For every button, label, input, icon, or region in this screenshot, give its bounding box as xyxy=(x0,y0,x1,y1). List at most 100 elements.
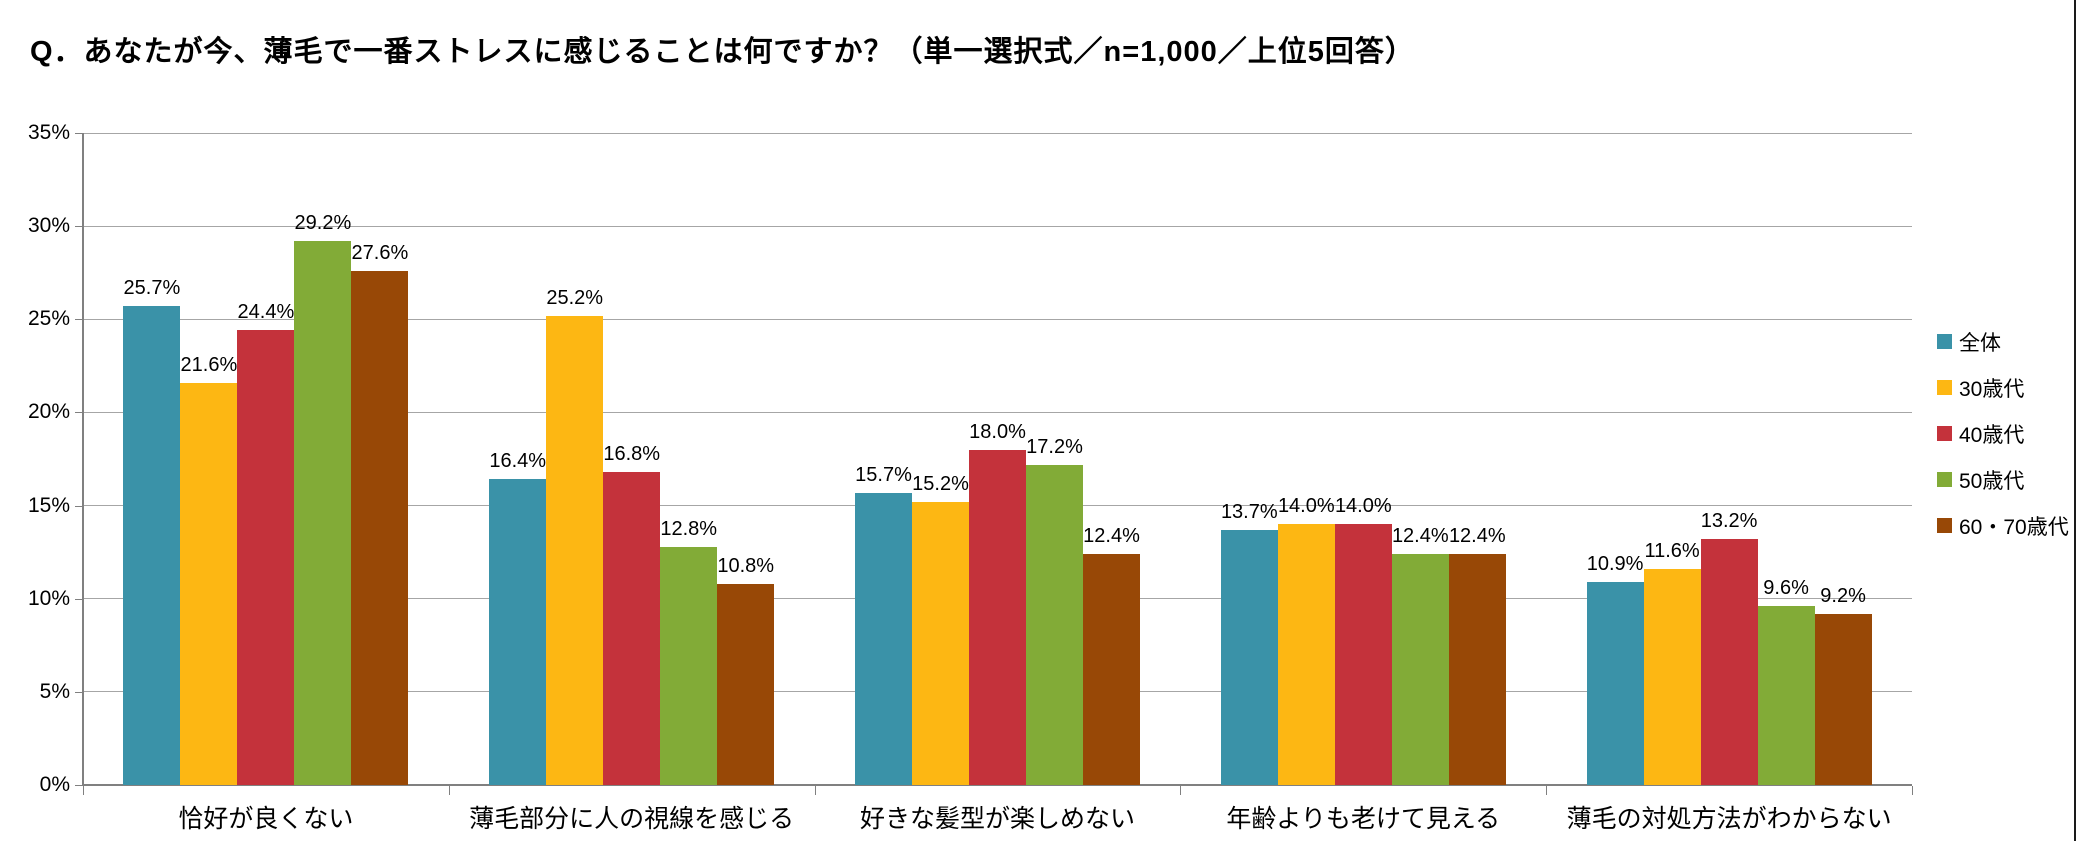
x-axis-tick-mark xyxy=(814,786,816,795)
bar-60・70歳代-4 xyxy=(1448,554,1506,785)
bar-50歳代-2 xyxy=(660,546,718,785)
x-axis-tick-mark xyxy=(1912,786,1913,795)
bar-value-label: 10.9% xyxy=(1586,552,1644,575)
y-axis-tick-label: 0% xyxy=(39,773,70,796)
x-axis-category-label: 薄毛部分に人の視線を感じる xyxy=(469,805,795,833)
y-axis-tick-label: 30% xyxy=(27,214,70,238)
bar-value-label: 25.7% xyxy=(123,277,181,300)
legend-swatch-icon xyxy=(1937,472,1952,487)
bar-value-label: 16.8% xyxy=(603,443,661,466)
y-axis-tick-label: 5% xyxy=(39,679,70,703)
x-axis-tick-mark xyxy=(1180,786,1182,795)
bar-全体-2 xyxy=(489,479,547,785)
bar-value-label: 24.4% xyxy=(237,301,295,324)
bar-30歳代-2 xyxy=(546,315,604,785)
legend-item-30歳代: 30歳代 xyxy=(1937,377,2069,401)
x-axis-category-label: 恰好が良くない xyxy=(178,805,354,833)
bar-value-label: 9.6% xyxy=(1763,577,1809,600)
bar-30歳代-4 xyxy=(1277,524,1335,785)
x-axis-category-label: 好きな髪型が楽しめない xyxy=(859,805,1136,833)
bar-value-label: 27.6% xyxy=(351,241,409,264)
bar-全体-4 xyxy=(1220,529,1278,785)
bar-value-label: 14.0% xyxy=(1334,495,1392,518)
legend-label: 50歳代 xyxy=(1959,469,2025,493)
bar-全体-1 xyxy=(123,306,181,785)
x-axis-tick-mark xyxy=(448,786,450,795)
bar-value-label: 17.2% xyxy=(1026,435,1083,458)
x-axis-category-label: 年齢よりも老けて見える xyxy=(1226,805,1501,833)
bar-value-label: 12.4% xyxy=(1448,525,1506,547)
y-axis-tick-mark xyxy=(75,226,83,228)
legend-item-60・70歳代: 60・70歳代 xyxy=(1937,515,2069,539)
y-axis-tick-mark xyxy=(75,598,83,600)
legend-label: 30歳代 xyxy=(1959,377,2025,401)
bar-40歳代-1 xyxy=(237,330,295,785)
bar-60・70歳代-5 xyxy=(1814,613,1872,785)
bar-40歳代-3 xyxy=(969,449,1026,785)
gridline xyxy=(83,411,1912,413)
gridline xyxy=(83,132,1912,134)
bar-50歳代-4 xyxy=(1391,554,1449,785)
bar-value-label: 25.2% xyxy=(546,286,604,309)
legend-label: 全体 xyxy=(1959,331,2001,355)
page-right-border xyxy=(2074,0,2076,841)
bar-value-label: 15.7% xyxy=(855,463,912,486)
bar-value-label: 12.4% xyxy=(1391,525,1449,547)
bar-50歳代-1 xyxy=(294,241,352,785)
bar-60・70歳代-2 xyxy=(717,583,775,785)
bar-value-label: 13.7% xyxy=(1220,500,1278,523)
legend-swatch-icon xyxy=(1937,518,1952,533)
bar-50歳代-3 xyxy=(1026,464,1083,785)
y-axis-tick-mark xyxy=(75,505,83,507)
bar-value-label: 29.2% xyxy=(294,212,352,235)
bar-30歳代-5 xyxy=(1643,568,1701,785)
bar-60・70歳代-1 xyxy=(351,270,409,785)
y-axis-tick-label: 10% xyxy=(27,586,70,610)
bar-40歳代-2 xyxy=(603,472,661,785)
bar-30歳代-1 xyxy=(180,382,238,785)
legend-item-全体: 全体 xyxy=(1937,331,2069,355)
y-axis-tick-mark xyxy=(75,319,83,321)
bar-value-label: 18.0% xyxy=(969,420,1026,443)
bar-value-label: 13.2% xyxy=(1700,510,1758,533)
y-axis-tick-mark xyxy=(75,785,83,786)
legend-swatch-icon xyxy=(1937,426,1952,441)
y-axis-tick-mark xyxy=(75,691,83,693)
legend: 全体 30歳代 40歳代 50歳代 60・70歳代 xyxy=(1937,331,2069,539)
x-axis-category-label: 薄毛の対処方法がわからない xyxy=(1566,805,1892,833)
bar-40歳代-5 xyxy=(1700,539,1758,785)
bar-value-label: 15.2% xyxy=(912,472,969,495)
legend-swatch-icon xyxy=(1937,380,1952,395)
bar-全体-5 xyxy=(1586,581,1644,785)
bar-value-label: 14.0% xyxy=(1277,495,1335,518)
x-axis-tick-mark xyxy=(83,786,84,795)
legend-item-50歳代: 50歳代 xyxy=(1937,469,2069,493)
y-axis-line xyxy=(82,133,84,785)
bar-30歳代-3 xyxy=(912,501,969,785)
x-axis-tick-mark xyxy=(1546,786,1548,795)
y-axis-tick-mark xyxy=(75,133,83,134)
bar-40歳代-4 xyxy=(1334,524,1392,785)
bar-value-label: 10.8% xyxy=(717,554,775,577)
legend-label: 60・70歳代 xyxy=(1959,515,2069,539)
bar-50歳代-5 xyxy=(1757,606,1815,785)
bar-value-label: 9.2% xyxy=(1820,584,1866,607)
chart-title: Q．あなたが今、薄毛で一番ストレスに感じることは何ですか？（単一選択式／n=1,… xyxy=(30,36,1415,68)
bar-value-label: 12.8% xyxy=(660,517,718,540)
legend-label: 40歳代 xyxy=(1959,423,2025,447)
y-axis-tick-label: 20% xyxy=(27,400,70,424)
bar-value-label: 16.4% xyxy=(489,450,547,473)
bar-value-label: 21.6% xyxy=(180,353,238,376)
y-axis-tick-label: 35% xyxy=(27,121,70,144)
y-axis-tick-label: 25% xyxy=(27,307,70,331)
bar-60・70歳代-3 xyxy=(1083,554,1140,785)
legend-item-40歳代: 40歳代 xyxy=(1937,423,2069,447)
y-axis-tick-mark xyxy=(75,412,83,414)
x-axis-line xyxy=(83,784,1912,786)
bar-value-label: 12.4% xyxy=(1083,525,1140,547)
gridline xyxy=(83,318,1912,320)
y-axis-tick-label: 15% xyxy=(27,493,70,517)
bar-全体-3 xyxy=(855,492,912,785)
gridline xyxy=(83,225,1912,227)
